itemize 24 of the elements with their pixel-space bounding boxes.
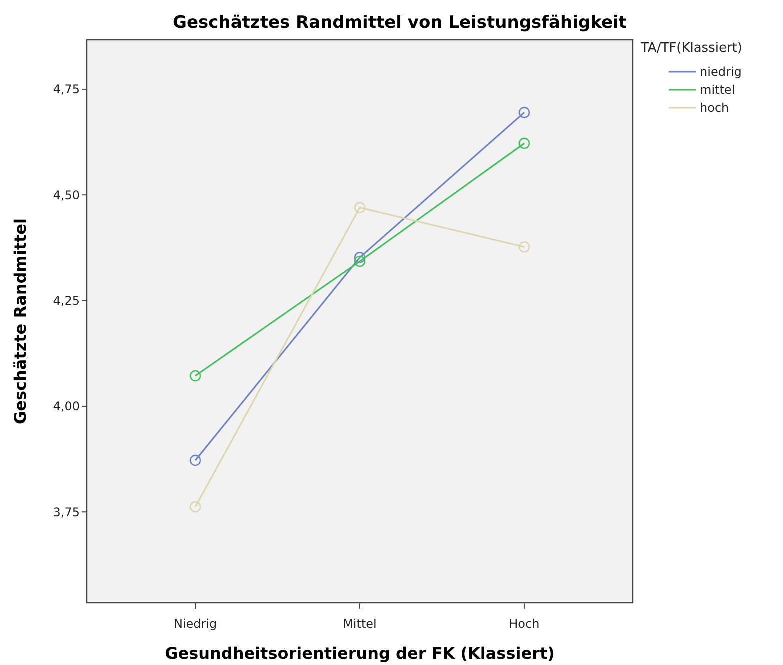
legend-title: TA/TF(Klassiert) bbox=[640, 41, 742, 56]
x-axis-title: Gesundheitsorientierung der FK (Klassiert) bbox=[165, 644, 555, 663]
y-tick-label: 4,50 bbox=[53, 188, 80, 202]
y-tick-label: 3,75 bbox=[53, 505, 80, 520]
point bbox=[518, 107, 530, 118]
point bbox=[190, 370, 202, 382]
point bbox=[190, 501, 202, 513]
x-tick-label: Niedrig bbox=[174, 617, 218, 631]
legend-label: mittel bbox=[700, 83, 736, 98]
point bbox=[354, 202, 366, 214]
y-axis-title: Geschätzte Randmittel bbox=[11, 218, 30, 424]
point bbox=[354, 252, 366, 264]
y-tick-label: 4,00 bbox=[53, 400, 80, 414]
point bbox=[190, 454, 202, 466]
legend-label: niedrig bbox=[700, 65, 742, 80]
chart-title: Geschätztes Randmittel von Leistungsfähigkeit bbox=[173, 13, 627, 33]
y-tick-label: 4,75 bbox=[53, 82, 80, 97]
point bbox=[354, 256, 366, 268]
point bbox=[518, 138, 530, 150]
y-tick-label: 4,25 bbox=[53, 294, 80, 308]
x-tick-label: Hoch bbox=[509, 617, 540, 631]
point bbox=[518, 241, 530, 253]
x-tick-label: Mittel bbox=[343, 617, 377, 631]
legend-label: hoch bbox=[700, 101, 730, 116]
